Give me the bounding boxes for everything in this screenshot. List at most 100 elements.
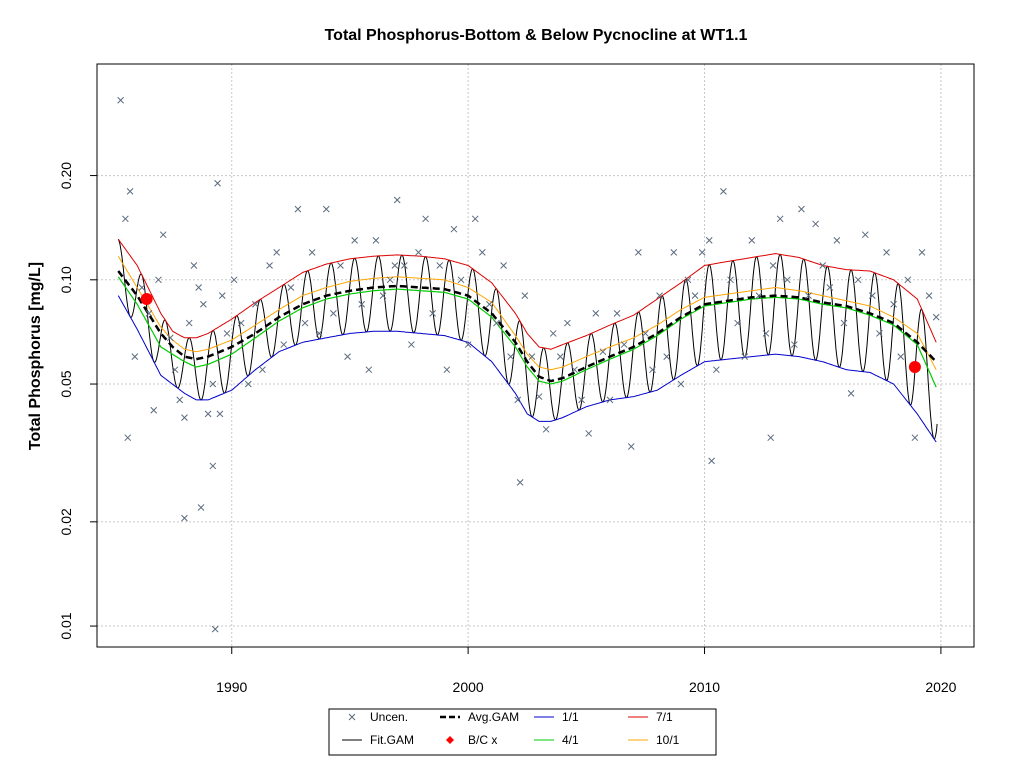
y-tick-label: 0.20: [58, 162, 74, 189]
uncen-point: [535, 393, 543, 400]
uncen-point: [918, 249, 926, 256]
data-points: [117, 96, 940, 633]
uncen-point: [218, 292, 226, 300]
uncen-point: [698, 249, 706, 256]
uncen-point: [486, 300, 493, 308]
uncen-point: [429, 310, 437, 317]
uncen-point: [592, 310, 600, 317]
plot-frame: [96, 63, 975, 648]
uncen-point: [252, 300, 259, 308]
uncen-point: [216, 410, 224, 418]
uncen-point: [315, 330, 323, 337]
grid: [97, 64, 974, 647]
uncen-point: [308, 249, 316, 256]
uncen-point: [656, 292, 663, 300]
uncen-point: [415, 249, 422, 256]
x-axis: 1990 2000 2010 2020: [216, 647, 957, 695]
uncen-point: [556, 353, 564, 360]
uncen-point: [237, 319, 245, 327]
uncen-point: [663, 353, 671, 360]
uncen-point: [181, 514, 188, 522]
uncen-point: [214, 179, 221, 187]
series-4-1-line: [117, 276, 937, 388]
uncen-point: [649, 366, 656, 374]
uncen-point: [805, 292, 812, 300]
uncen-point: [117, 96, 124, 104]
uncen-point: [599, 348, 607, 356]
uncen-point: [925, 292, 933, 300]
uncen-point: [854, 276, 862, 284]
uncen-point: [755, 292, 763, 300]
uncen-point: [904, 276, 912, 284]
uncen-point: [911, 434, 919, 442]
uncen-point: [408, 341, 415, 348]
chart-title: Total Phosphorus-Bottom & Below Pycnocli…: [325, 27, 748, 44]
uncen-point: [122, 215, 129, 223]
uncen-point: [124, 434, 132, 442]
uncen-point: [500, 262, 507, 269]
uncen-point: [197, 504, 205, 511]
uncen-point: [150, 406, 158, 414]
uncen-point: [542, 425, 550, 433]
uncen-point: [812, 220, 819, 228]
uncen-point: [204, 410, 212, 418]
curves: [117, 238, 938, 443]
series-avg-gam-line: [117, 270, 938, 383]
uncen-point: [847, 389, 855, 397]
uncen-point: [861, 231, 869, 239]
uncen-point: [211, 625, 219, 633]
y-axis: 0.01 0.02 0.05 0.10 0.20: [58, 162, 97, 640]
uncen-point: [200, 300, 207, 308]
uncen-point: [294, 205, 302, 213]
uncen-point: [748, 236, 756, 244]
uncen-point: [280, 341, 288, 348]
uncen-point: [769, 262, 777, 269]
legend-uncen--label: Uncen.: [370, 710, 408, 724]
uncen-point: [244, 380, 252, 388]
uncen-point: [549, 330, 557, 337]
uncen-point: [400, 262, 408, 269]
uncen-point: [471, 215, 479, 223]
uncen-point: [166, 334, 174, 342]
uncen-point: [507, 353, 515, 360]
uncen-point: [876, 330, 883, 337]
uncen-point: [606, 396, 614, 404]
uncen-point: [155, 276, 162, 284]
uncen-point: [634, 249, 642, 256]
legend-4-1-label: 4/1: [562, 733, 579, 747]
uncen-point: [391, 262, 399, 269]
uncen-point: [351, 236, 359, 244]
uncen-point: [322, 205, 330, 213]
uncen-point: [741, 353, 749, 360]
uncen-point: [734, 319, 741, 327]
uncen-point: [826, 284, 834, 291]
uncen-point: [273, 249, 281, 256]
y-tick-label: 0.02: [58, 508, 74, 535]
uncen-point: [422, 215, 429, 223]
uncen-point: [521, 292, 529, 300]
uncen-point: [691, 292, 699, 300]
uncen-point: [620, 341, 628, 348]
uncen-point: [181, 414, 188, 421]
uncen-point: [185, 319, 193, 327]
y-tick-label: 0.05: [58, 370, 74, 397]
legend-10-1-label: 10/1: [656, 733, 680, 747]
uncen-point: [386, 276, 394, 284]
uncen-point: [266, 262, 273, 269]
legend-1-1-label: 1/1: [562, 710, 579, 724]
series-1-1-line: [117, 295, 937, 443]
uncen-point: [819, 262, 827, 269]
legend-b-c-x-label: B/C x: [468, 733, 497, 747]
x-tick-label: 1990: [216, 679, 247, 695]
uncen-point: [126, 188, 134, 195]
uncen-point: [443, 366, 451, 374]
x-tick-label: 2020: [925, 679, 956, 695]
uncen-point: [171, 366, 179, 374]
uncen-point: [209, 462, 217, 470]
legend: Uncen. Fit.GAM Avg.GAM B/C x 1/1 4/1 7/1 10/1: [328, 708, 717, 756]
uncen-point: [230, 276, 238, 284]
uncen-point: [209, 380, 217, 388]
y-tick-label: 0.01: [58, 612, 74, 639]
uncen-point: [642, 330, 649, 337]
uncen-point: [436, 262, 444, 269]
